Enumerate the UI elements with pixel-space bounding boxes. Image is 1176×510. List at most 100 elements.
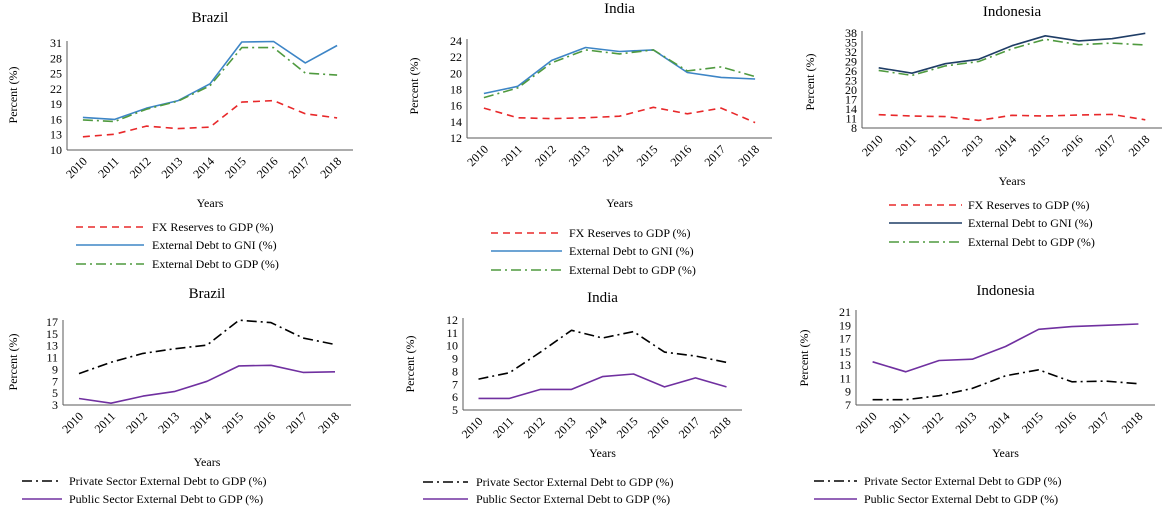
legend-label: External Debt to GNI (%)	[569, 244, 694, 258]
chart-panel-2: India 12 14 16 18 20 22 24 2010 2011 2012 2013 2014 2…	[407, 1, 772, 277]
x-tick-label: 2018	[1126, 132, 1153, 159]
x-tick-label: 2012	[521, 414, 548, 441]
x-tick-label: 2017	[676, 414, 703, 441]
x-axis-label: Years	[999, 174, 1026, 188]
chart-title: Indonesia	[983, 4, 1042, 20]
series-line-2	[483, 46, 756, 95]
x-tick-label: 2013	[158, 154, 185, 181]
x-tick-label: 2016	[645, 414, 672, 441]
y-tick-label: 16	[50, 112, 62, 126]
series-line-2	[78, 364, 336, 405]
y-tick-label: 14	[450, 115, 462, 129]
legend-label: External Debt to GDP (%)	[968, 235, 1095, 249]
x-tick-label: 2017	[701, 142, 728, 169]
y-tick-label: 22	[450, 50, 462, 64]
y-tick-label: 13	[839, 358, 851, 372]
series-line-2	[878, 32, 1146, 74]
y-tick-label: 32	[845, 45, 857, 59]
x-tick-label: 2017	[1085, 409, 1112, 436]
series-line-1	[872, 368, 1139, 401]
series-line-1	[483, 106, 756, 124]
x-tick-label: 2013	[959, 132, 986, 159]
x-tick-label: 2014	[583, 414, 610, 441]
y-tick-label: 9	[52, 362, 58, 376]
x-tick-label: 2018	[317, 154, 344, 181]
x-tick-label: 2011	[498, 142, 525, 169]
legend-label: FX Reserves to GDP (%)	[152, 220, 274, 234]
y-tick-label: 11	[845, 112, 857, 126]
legend-label: External Debt to GDP (%)	[152, 257, 279, 271]
x-tick-label: 2016	[1059, 132, 1086, 159]
y-tick-label: 13	[50, 128, 62, 142]
y-tick-label: 9	[845, 385, 851, 399]
y-tick-label: 12	[450, 131, 462, 145]
x-tick-label: 2016	[1052, 409, 1079, 436]
x-axis-label: Years	[194, 455, 221, 469]
y-tick-label: 17	[839, 332, 851, 346]
y-tick-label: 11	[46, 351, 58, 365]
x-tick-label: 2010	[63, 154, 90, 181]
y-tick-label: 15	[46, 327, 58, 341]
x-tick-label: 2013	[155, 409, 182, 436]
y-axis-label: Percent (%)	[407, 58, 421, 115]
legend-label: Private Sector External Debt to GDP (%)	[69, 474, 267, 488]
legend-label: Public Sector External Debt to GDP (%)	[864, 492, 1058, 506]
y-tick-label: 11	[446, 326, 458, 340]
x-axis-label: Years	[197, 196, 224, 210]
y-axis-label: Percent (%)	[797, 330, 811, 387]
y-axis-label: Percent (%)	[6, 67, 20, 124]
y-tick-label: 6	[452, 390, 458, 404]
x-tick-label: 2011	[886, 409, 913, 436]
y-tick-label: 17	[46, 315, 58, 329]
y-tick-label: 10	[446, 339, 458, 353]
x-tick-label: 2010	[59, 409, 86, 436]
chart-title: Brazil	[189, 286, 226, 302]
x-tick-label: 2017	[283, 409, 310, 436]
x-tick-label: 2018	[1119, 409, 1146, 436]
x-tick-label: 2018	[315, 409, 342, 436]
x-tick-label: 2014	[992, 132, 1019, 159]
x-tick-label: 2013	[566, 142, 593, 169]
x-tick-label: 2015	[614, 414, 641, 441]
legend-label: Public Sector External Debt to GDP (%)	[476, 492, 670, 506]
series-line-1	[878, 113, 1146, 122]
x-tick-label: 2017	[286, 154, 313, 181]
y-tick-label: 8	[851, 121, 857, 135]
x-tick-label: 2012	[926, 132, 953, 159]
legend-label: External Debt to GDP (%)	[569, 263, 696, 277]
y-tick-label: 26	[845, 64, 857, 78]
x-tick-label: 2012	[532, 142, 559, 169]
y-axis-label: Percent (%)	[403, 336, 417, 393]
y-tick-label: 13	[46, 339, 58, 353]
x-tick-label: 2015	[634, 142, 661, 169]
legend-label: Private Sector External Debt to GDP (%)	[476, 475, 674, 489]
chart-title: India	[587, 290, 618, 306]
y-tick-label: 20	[450, 66, 462, 80]
chart-title: Indonesia	[976, 283, 1035, 299]
y-tick-label: 28	[50, 51, 62, 65]
y-tick-label: 20	[845, 83, 857, 97]
x-tick-label: 2015	[222, 154, 249, 181]
x-tick-label: 2016	[668, 142, 695, 169]
x-tick-label: 2016	[254, 154, 281, 181]
x-tick-label: 2012	[127, 154, 154, 181]
y-tick-label: 9	[452, 352, 458, 366]
series-line-2	[82, 40, 338, 121]
x-axis-label: Years	[992, 446, 1019, 460]
y-axis-label: Percent (%)	[803, 54, 817, 111]
legend-label: FX Reserves to GDP (%)	[968, 198, 1090, 212]
legend-label: External Debt to GNI (%)	[152, 238, 277, 252]
x-tick-label: 2010	[459, 414, 486, 441]
y-tick-label: 31	[50, 36, 62, 50]
x-axis-label: Years	[606, 196, 633, 210]
y-tick-label: 14	[845, 102, 857, 116]
y-tick-label: 15	[839, 345, 851, 359]
y-tick-label: 10	[50, 143, 62, 157]
legend-label: External Debt to GNI (%)	[968, 216, 1093, 230]
x-tick-label: 2011	[92, 409, 119, 436]
x-tick-label: 2016	[251, 409, 278, 436]
x-tick-label: 2010	[859, 132, 886, 159]
